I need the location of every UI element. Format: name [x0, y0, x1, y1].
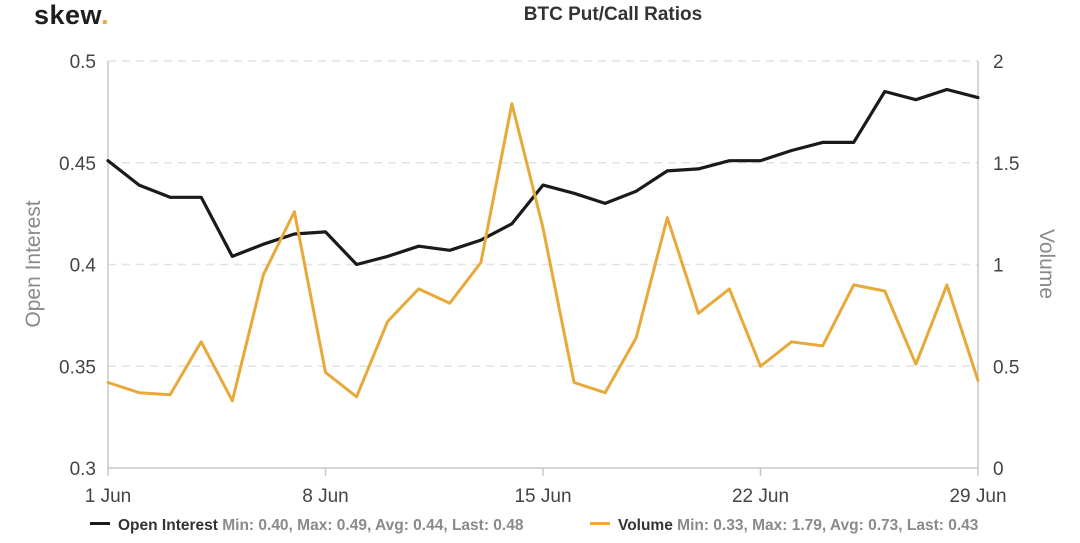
x-tick-label: 1 Jun — [85, 486, 131, 507]
legend-stats-open-interest: Min: 0.40, Max: 0.49, Avg: 0.44, Last: 0… — [222, 517, 524, 534]
series-line-open-interest — [106, 87, 980, 267]
y-tick-left: 0.3 — [70, 459, 96, 480]
legend-stats-volume: Min: 0.33, Max: 1.79, Avg: 0.73, Last: 0… — [677, 517, 979, 534]
series-lines — [106, 87, 980, 403]
skew-logo: skew. — [34, 0, 109, 31]
legend: Open Interest Min: 0.40, Max: 0.49, Avg:… — [90, 517, 1080, 543]
chart-title: BTC Put/Call Ratios — [0, 4, 1080, 26]
logo-dot: . — [101, 0, 110, 30]
x-tick-label: 29 Jun — [949, 486, 1006, 507]
x-tick-label: 8 Jun — [302, 486, 348, 507]
y-axis-label-right: Volume — [1035, 229, 1058, 299]
x-tick-label: 15 Jun — [514, 486, 571, 507]
y-tick-right: 0.5 — [993, 357, 1019, 378]
y-tick-right: 2 — [993, 52, 1004, 73]
y-tick-left: 0.5 — [70, 52, 96, 73]
legend-item-volume[interactable]: Volume Min: 0.33, Max: 1.79, Avg: 0.73, … — [590, 517, 978, 535]
axes — [107, 61, 979, 476]
logo-text: skew — [34, 0, 102, 30]
y-tick-left: 0.45 — [59, 154, 96, 175]
y-tick-left: 0.35 — [59, 357, 96, 378]
legend-label-volume: Volume — [618, 517, 673, 534]
chart-title-text: BTC Put/Call Ratios — [523, 4, 703, 25]
y-tick-right: 1.5 — [993, 154, 1019, 175]
tick-labels: 0.3 0.35 0.4 0.45 0.5 0 0.5 1 1.5 2 1 Jun 8 Jun 15 J… — [59, 52, 1019, 507]
legend-swatch-volume — [590, 522, 610, 526]
y-axis-label-left: Open Interest — [22, 200, 45, 327]
legend-swatch-open-interest — [90, 522, 110, 526]
grid-lines — [108, 60, 978, 367]
y-tick-left: 0.4 — [70, 256, 97, 277]
legend-label-open-interest: Open Interest — [118, 517, 218, 534]
y-tick-right: 0 — [993, 459, 1004, 480]
legend-item-open-interest[interactable]: Open Interest Min: 0.40, Max: 0.49, Avg:… — [90, 517, 523, 535]
series-line-volume — [106, 102, 980, 403]
x-tick-label: 22 Jun — [732, 486, 789, 507]
y-tick-right: 1 — [993, 256, 1004, 277]
